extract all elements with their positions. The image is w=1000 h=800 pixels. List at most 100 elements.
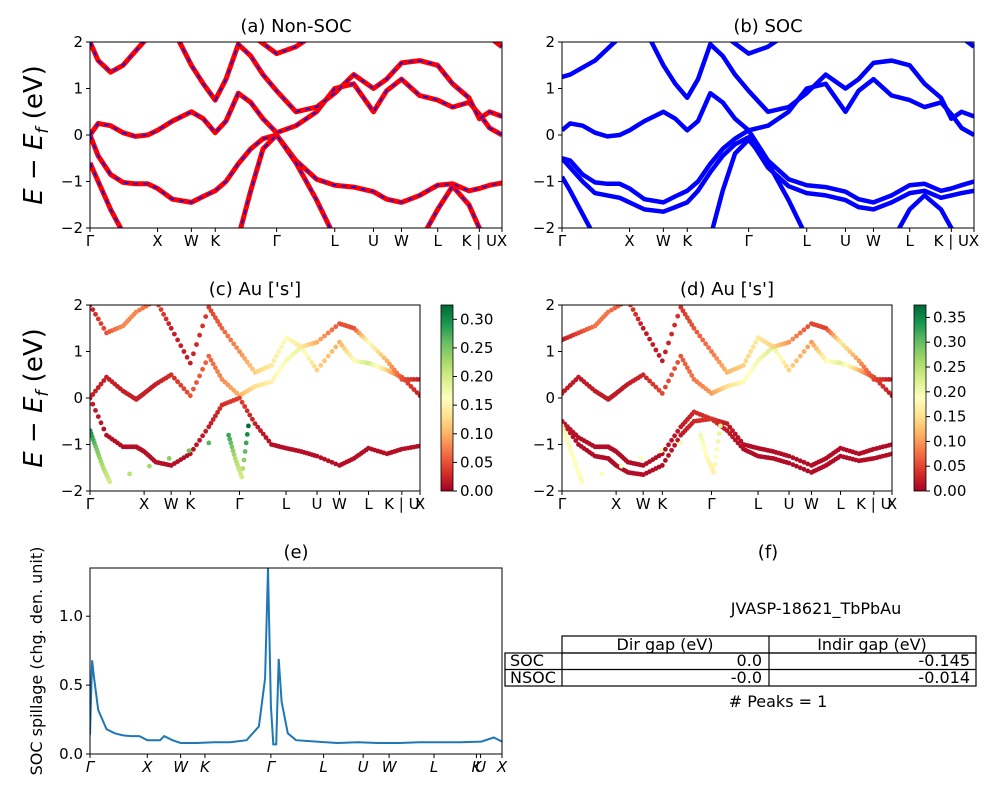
band-line-overlay: [90, 133, 481, 228]
scatter-point: [333, 344, 339, 350]
x-tick-label: K | U: [934, 232, 969, 250]
scatter-point: [889, 393, 892, 399]
scatter-point: [93, 311, 98, 317]
x-tick-label: X: [497, 232, 507, 250]
scatter-point: [663, 458, 668, 463]
scatter-point: [206, 305, 212, 310]
scatter-point: [630, 307, 636, 312]
scatter-points: [90, 298, 420, 485]
scatter-point: [166, 321, 172, 326]
scatter-point: [172, 375, 177, 381]
scatter-point: [208, 308, 214, 314]
scatter-point: [663, 349, 668, 355]
panel-d-title: (d) Au ['s']: [680, 279, 774, 300]
x-tick-label: W: [382, 758, 398, 776]
scatter-point: [678, 305, 684, 310]
scatter-point: [242, 449, 248, 454]
scatter-point: [847, 349, 853, 354]
scatter-point: [237, 349, 242, 354]
table-cell: -0.014: [918, 668, 970, 687]
colorbar-tick-label: 0.15: [933, 408, 966, 426]
x-tick-label: L: [319, 758, 327, 776]
scatter-point: [797, 353, 803, 359]
scatter-point: [805, 344, 811, 350]
colorbar-tick-label: 0.25: [933, 358, 966, 376]
scatter-point: [375, 349, 381, 354]
scatter-point: [417, 393, 420, 399]
scatter-point: [304, 352, 309, 357]
scatter-point: [163, 316, 169, 322]
y-tick-label: 0: [545, 126, 555, 144]
scatter-point: [154, 298, 159, 303]
band-line: [562, 135, 974, 214]
scatter-point: [853, 355, 859, 361]
scatter-point: [650, 342, 656, 347]
panel-e-ylabel: SOC spillage (chg. den. unit): [27, 547, 46, 776]
scatter-point: [647, 336, 652, 342]
scatter-point: [414, 390, 420, 395]
scatter-point: [230, 448, 236, 454]
scatter-point: [687, 369, 692, 374]
y-tick-label: 1: [545, 80, 555, 98]
panel-c-ylabel: E − Ef (eV): [19, 328, 53, 468]
scatter-point: [797, 458, 803, 464]
scatter-point: [700, 440, 706, 446]
x-tick-label: L: [434, 232, 443, 250]
scatter-point: [638, 321, 643, 326]
x-tick-label: X: [139, 495, 149, 513]
scatter-point: [98, 321, 104, 326]
scatter-point: [653, 347, 659, 353]
scatter-point: [172, 331, 177, 337]
scatter-point: [231, 452, 237, 457]
scatter-point: [619, 305, 624, 307]
scatter-point: [301, 348, 307, 354]
scatter-point: [312, 363, 317, 369]
scatter-point: [215, 318, 221, 324]
scatter-point: [773, 348, 779, 354]
scatter-point: [689, 373, 695, 378]
x-tick-label: K: [657, 495, 668, 513]
scatter-point: [776, 352, 781, 357]
scatter-point: [252, 421, 258, 426]
scatter-point: [178, 382, 184, 388]
x-tick-label: X: [152, 232, 162, 250]
scatter-point: [703, 341, 709, 347]
scatter-point: [194, 342, 199, 347]
band-line: [562, 137, 955, 228]
scatter-point: [194, 380, 199, 385]
scatter-point: [178, 343, 184, 349]
scatter-point: [687, 318, 692, 324]
scatter-point: [801, 349, 807, 354]
scatter-point: [640, 372, 646, 378]
scatter-point: [239, 474, 245, 480]
scatter-point: [213, 315, 218, 321]
scatter-point: [329, 349, 335, 354]
scatter-point: [210, 417, 216, 422]
scatter-point: [778, 356, 784, 361]
scatter-point: [633, 311, 638, 317]
scatter-point: [250, 366, 255, 372]
scatter-point: [246, 423, 251, 429]
x-tick-label: K: [210, 232, 221, 250]
scatter-point: [247, 412, 253, 418]
scatter-point: [184, 389, 190, 395]
scatter-point: [215, 369, 221, 374]
scatter-point: [790, 462, 796, 467]
y-tick-label: 1.0: [59, 607, 83, 625]
scatter-point: [877, 380, 883, 386]
scatter-point: [318, 336, 324, 342]
scatter-point: [675, 428, 681, 434]
scatter-point: [706, 345, 711, 350]
scatter-point: [314, 367, 320, 373]
scatter-point: [208, 420, 214, 426]
scatter-point: [191, 386, 196, 392]
scatter-point: [711, 470, 717, 475]
y-tick-label: 0: [545, 389, 555, 407]
scatter-point: [741, 379, 746, 385]
scatter-point: [702, 448, 708, 454]
scatter-point: [697, 333, 703, 339]
scatter-point: [714, 446, 720, 452]
scatter-point: [786, 367, 792, 373]
scatter-point: [194, 442, 199, 448]
scatter-point: [711, 352, 717, 358]
